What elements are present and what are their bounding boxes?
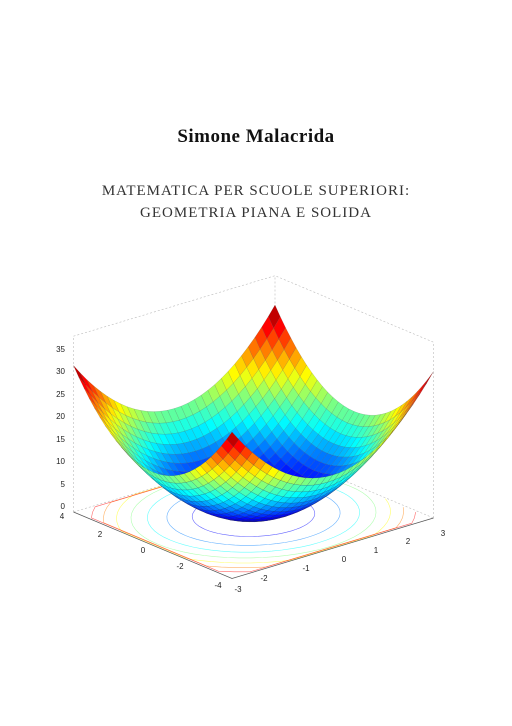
z-tick-label: 15 xyxy=(56,435,65,444)
z-tick-label: 20 xyxy=(56,412,65,421)
surface-patch xyxy=(414,382,427,402)
title-line: MATEMATICA PER SCUOLE SUPERIORI: xyxy=(101,183,411,199)
axis-tick-label: 2 xyxy=(406,537,411,546)
title-line: GEOMETRIA PIANA E SOLIDA xyxy=(140,205,372,221)
surface-patch xyxy=(73,365,86,385)
surface-patch xyxy=(416,378,429,397)
axis-tick-label: 1 xyxy=(374,546,379,555)
axis-tick-label: 3 xyxy=(441,529,446,538)
surface-patch xyxy=(226,431,239,447)
floor-edge xyxy=(73,511,434,579)
axis-box xyxy=(73,451,434,519)
axis-tick-label: 2 xyxy=(98,530,103,539)
book-title: MATEMATICA PER SCUOLE SUPERIORI: GEOMETR… xyxy=(0,180,512,224)
surface-patch xyxy=(410,385,424,403)
z-tick-label: 30 xyxy=(56,367,65,376)
axis-tick-label: -1 xyxy=(302,564,310,573)
axis-tick-label: 0 xyxy=(141,546,146,555)
surface-patch xyxy=(421,371,434,391)
axis-tick-label: -3 xyxy=(234,585,242,594)
axis-tick-label: 0 xyxy=(342,555,347,564)
axis-box xyxy=(73,275,434,343)
z-tick-label: 10 xyxy=(56,457,65,466)
z-tick-label: 35 xyxy=(56,345,65,354)
author: Simone Malacrida xyxy=(177,126,335,147)
axis-tick-label: -4 xyxy=(214,581,222,590)
axis-tick-label: -2 xyxy=(260,574,268,583)
axis-tick-label: -2 xyxy=(176,562,184,571)
axis-tick-label: 4 xyxy=(60,512,65,521)
z-tick-label: 0 xyxy=(61,502,66,511)
z-tick-label: 25 xyxy=(56,390,65,399)
z-tick-label: 5 xyxy=(61,480,66,489)
